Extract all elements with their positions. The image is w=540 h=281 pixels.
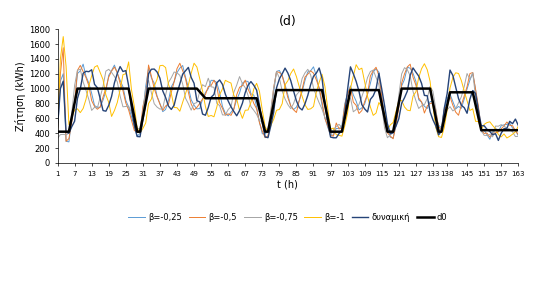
d0 (74, 87, 80, 90)
β=-1 (55, 127, 61, 130)
β=-1 (60, 35, 66, 38)
Line: β=-0,75: β=-0,75 (58, 68, 518, 138)
β=-0,25 (268, 114, 274, 118)
Line: δυναμική: δυναμική (58, 67, 518, 140)
d0 (393, 115, 399, 119)
d0 (418, 87, 425, 90)
Legend: β=-0,25, β=-0,5, β=-0,75, β=-1, δυναμική, d0: β=-0,25, β=-0,5, β=-0,75, β=-1, δυναμική… (125, 210, 451, 225)
δυναμική (495, 139, 502, 142)
Title: (d): (d) (279, 15, 297, 28)
d0 (453, 90, 459, 94)
Line: β=-0,25: β=-0,25 (58, 64, 518, 142)
β=-1 (393, 110, 399, 113)
β=-1 (484, 121, 490, 124)
β=-0,5 (487, 135, 493, 139)
β=-0,25 (55, 132, 61, 135)
Line: β=-0,5: β=-0,5 (58, 48, 518, 141)
β=-1 (418, 67, 425, 71)
β=-0,5 (421, 111, 428, 115)
δυναμική (484, 128, 490, 131)
β=-1 (504, 136, 510, 140)
β=-1 (515, 125, 522, 128)
β=-0,75 (390, 131, 396, 134)
β=-0,75 (484, 134, 490, 137)
β=-0,75 (512, 135, 518, 138)
β=-1 (265, 130, 271, 134)
β=-1 (453, 71, 459, 74)
δυναμική (265, 136, 271, 139)
β=-0,5 (268, 112, 274, 115)
δυναμική (185, 66, 192, 69)
d0 (484, 128, 490, 132)
δυναμική (393, 124, 399, 128)
β=-0,25 (396, 101, 402, 105)
d0 (512, 128, 518, 132)
β=-0,25 (188, 98, 194, 101)
d0 (515, 128, 522, 132)
β=-0,75 (418, 104, 425, 108)
Line: β=-1: β=-1 (58, 37, 518, 138)
β=-0,75 (401, 66, 408, 69)
β=-0,5 (55, 131, 61, 134)
X-axis label: t (h): t (h) (278, 179, 298, 189)
β=-0,25 (487, 138, 493, 141)
Y-axis label: Ζήτηση (kWh): Ζήτηση (kWh) (15, 61, 26, 131)
δυναμική (418, 82, 425, 85)
δυναμική (453, 85, 459, 89)
β=-0,5 (396, 106, 402, 109)
d0 (185, 87, 192, 90)
β=-0,25 (80, 62, 86, 66)
δυναμική (515, 124, 522, 127)
β=-0,75 (55, 137, 61, 140)
β=-0,75 (183, 96, 189, 100)
β=-0,25 (421, 105, 428, 108)
β=-0,25 (455, 105, 462, 108)
β=-0,5 (455, 114, 462, 117)
Line: d0: d0 (58, 89, 518, 132)
β=-0,25 (66, 140, 72, 144)
β=-0,5 (515, 133, 522, 136)
δυναμική (55, 125, 61, 129)
β=-0,75 (453, 107, 459, 110)
β=-0,5 (60, 46, 66, 49)
δυναμική (117, 65, 123, 68)
β=-0,75 (515, 135, 522, 138)
β=-0,25 (515, 134, 522, 137)
d0 (55, 130, 61, 133)
β=-0,5 (188, 103, 194, 106)
β=-0,5 (63, 140, 69, 143)
β=-1 (185, 83, 192, 87)
